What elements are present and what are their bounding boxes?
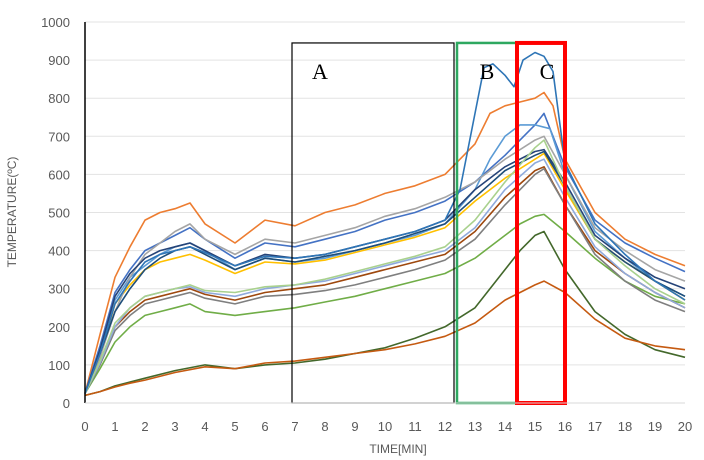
x-tick-label: 13 (468, 419, 482, 434)
region-box-b (455, 41, 519, 405)
region-box-a (291, 42, 455, 404)
data-series (84, 51, 686, 397)
y-tick-label: 200 (48, 320, 70, 335)
x-tick-label: 10 (378, 419, 392, 434)
x-tick-label: 20 (678, 419, 692, 434)
y-tick-label: 100 (48, 358, 70, 373)
gridlines (85, 21, 685, 366)
series-line-12 (84, 150, 686, 394)
x-tick-label: 0 (81, 419, 88, 434)
x-axis-title: TIME[MIN] (369, 442, 426, 456)
x-tick-label: 7 (291, 419, 298, 434)
x-tick-label: 5 (231, 419, 238, 434)
x-tick-label: 6 (261, 419, 268, 434)
x-tick-label: 1 (111, 419, 118, 434)
series-line-14 (84, 139, 686, 394)
y-tick-label: 700 (48, 129, 70, 144)
x-tick-label: 4 (201, 419, 208, 434)
axes (84, 22, 685, 404)
y-tick-label: 300 (48, 282, 70, 297)
x-tick-label: 15 (528, 419, 542, 434)
series-line-15 (84, 51, 686, 394)
series-line-6 (84, 148, 686, 394)
y-tick-label: 1000 (41, 15, 70, 30)
x-tick-label: 19 (648, 419, 662, 434)
x-tick-label: 3 (171, 419, 178, 434)
x-tick-label: 14 (498, 419, 512, 434)
region-annotations: A B C (291, 40, 567, 406)
series-line-4 (84, 152, 686, 394)
x-tick-label: 9 (351, 419, 358, 434)
series-line-11 (84, 167, 686, 394)
y-axis-title: TEMPERATURE(ºC) (5, 157, 19, 268)
y-tick-label: 600 (48, 167, 70, 182)
series-line-5 (84, 135, 686, 394)
series-line-9 (84, 230, 686, 397)
y-tick-label: 500 (48, 206, 70, 221)
x-tick-labels: 0 1 2 3 4 5 6 7 8 9 10 11 12 13 14 15 16 17 18 19 20 (81, 419, 692, 434)
series-line-2 (84, 112, 686, 394)
region-label-a: A (312, 59, 328, 84)
region-label-c: C (540, 59, 555, 84)
x-tick-label: 8 (321, 419, 328, 434)
region-box-c (515, 40, 567, 406)
series-line-7 (84, 213, 686, 394)
y-tick-label: 0 (63, 396, 70, 411)
region-label-b: B (480, 59, 495, 84)
x-tick-label: 17 (588, 419, 602, 434)
series-line-8 (84, 166, 686, 394)
y-tick-label: 400 (48, 244, 70, 259)
x-tick-label: 12 (438, 419, 452, 434)
y-tick-label: 900 (48, 53, 70, 68)
y-tick-label: 800 (48, 91, 70, 106)
series-line-10 (84, 280, 686, 397)
series-line-13 (84, 158, 686, 394)
series-line-1 (84, 91, 686, 394)
x-tick-label: 11 (408, 419, 422, 434)
x-tick-label: 2 (141, 419, 148, 434)
y-tick-labels: 0 100 200 300 400 500 600 700 800 900 1000 (41, 15, 70, 411)
x-tick-label: 18 (618, 419, 632, 434)
x-tick-label: 16 (558, 419, 572, 434)
